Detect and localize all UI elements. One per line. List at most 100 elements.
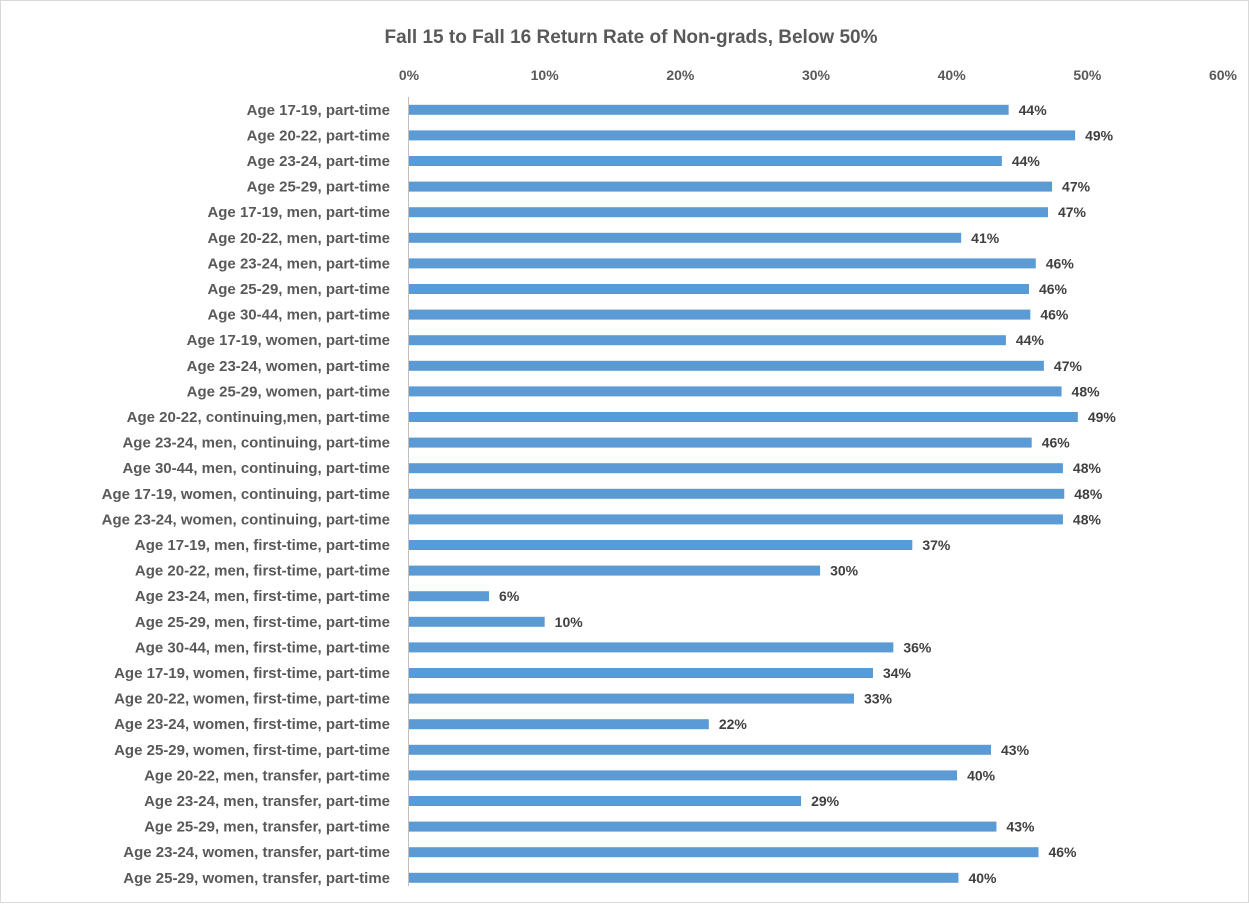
bar	[409, 335, 1006, 346]
bar	[409, 309, 1031, 320]
bar	[409, 156, 1002, 166]
data-labels: 44% 49% 44% 47% 47% 41% 46% 46% 46% 44% 47% 48% 49% 4…	[499, 102, 1116, 886]
bar	[409, 284, 1029, 294]
data-label: 37%	[922, 537, 951, 553]
bar	[409, 130, 1076, 141]
data-label: 49%	[1088, 409, 1117, 425]
data-label: 46%	[1040, 307, 1069, 323]
category-label: Age 23-24, women, first-time, part-time	[114, 716, 390, 733]
chart-title: Fall 15 to Fall 16 Return Rate of Non-gr…	[384, 27, 877, 48]
bars	[409, 104, 1078, 883]
data-label: 48%	[1072, 383, 1101, 399]
category-label: Age 17-19, women, first-time, part-time	[114, 665, 390, 682]
x-tick-label: 60%	[1209, 67, 1238, 83]
category-label: Age 30-44, men, part-time	[207, 307, 390, 324]
data-label: 47%	[1062, 179, 1091, 195]
category-label: Age 20-22, part-time	[247, 127, 390, 144]
category-label: Age 30-44, men, continuing, part-time	[122, 460, 390, 477]
data-label: 48%	[1073, 460, 1102, 476]
bar	[409, 744, 992, 755]
bar	[409, 258, 1036, 269]
data-label: 10%	[555, 614, 584, 630]
category-label: Age 25-29, women, transfer, part-time	[123, 870, 390, 887]
data-label: 43%	[1001, 742, 1030, 758]
x-tick-label: 0%	[399, 67, 420, 83]
category-label: Age 23-24, men, continuing, part-time	[122, 435, 390, 452]
category-label: Age 17-19, part-time	[247, 102, 390, 119]
category-label: Age 25-29, part-time	[247, 179, 390, 196]
bar	[409, 565, 821, 576]
data-label: 49%	[1085, 127, 1114, 143]
bar	[409, 642, 894, 653]
bar	[409, 360, 1044, 371]
data-label: 47%	[1054, 358, 1083, 374]
x-tick-label: 50%	[1073, 67, 1102, 83]
x-axis-ticks: 0% 10% 20% 30% 40% 50% 60%	[399, 67, 1238, 83]
category-label: Age 25-29, women, first-time, part-time	[114, 742, 390, 759]
data-label: 40%	[968, 870, 997, 886]
category-label: Age 20-22, men, part-time	[207, 230, 390, 247]
data-label: 36%	[903, 639, 932, 655]
category-label: Age 23-24, men, transfer, part-time	[144, 793, 390, 810]
category-label: Age 20-22, continuing,men, part-time	[127, 409, 390, 426]
category-label: Age 20-22, men, transfer, part-time	[144, 767, 390, 784]
x-tick-label: 20%	[666, 67, 695, 83]
x-tick-label: 40%	[938, 67, 967, 83]
category-label: Age 25-29, men, first-time, part-time	[135, 614, 390, 631]
bar	[409, 437, 1032, 448]
bar	[409, 872, 959, 883]
category-label: Age 23-24, women, continuing, part-time	[102, 511, 390, 528]
data-label: 41%	[971, 230, 1000, 246]
data-label: 33%	[864, 691, 893, 707]
data-label: 43%	[1006, 819, 1035, 835]
x-tick-label: 30%	[802, 67, 831, 83]
category-label: Age 30-44, men, first-time, part-time	[135, 639, 390, 656]
category-label: Age 17-19, men, first-time, part-time	[135, 537, 390, 554]
data-label: 44%	[1016, 332, 1045, 348]
data-label: 22%	[719, 716, 748, 732]
bar	[409, 616, 545, 627]
data-label: 29%	[811, 793, 840, 809]
bar	[409, 540, 913, 550]
category-label: Age 25-29, women, part-time	[187, 383, 390, 400]
bar	[409, 207, 1048, 218]
category-label: Age 17-19, women, continuing, part-time	[102, 486, 390, 503]
category-label: Age 23-24, part-time	[247, 153, 390, 170]
bar	[409, 412, 1078, 422]
data-label: 6%	[499, 588, 520, 604]
bar	[409, 668, 873, 678]
category-label: Age 20-22, women, first-time, part-time	[114, 691, 390, 708]
category-label: Age 17-19, men, part-time	[207, 204, 390, 221]
bar	[409, 488, 1065, 499]
data-label: 48%	[1073, 511, 1102, 527]
bar	[409, 796, 802, 806]
bar	[409, 514, 1063, 525]
category-label: Age 25-29, men, part-time	[207, 281, 390, 298]
data-label: 40%	[967, 767, 996, 783]
bar	[409, 770, 958, 781]
bar	[409, 847, 1039, 858]
bar	[409, 693, 854, 704]
category-label: Age 25-29, men, transfer, part-time	[144, 819, 390, 836]
bar	[409, 719, 709, 730]
bar	[409, 181, 1053, 192]
category-label: Age 23-24, men, first-time, part-time	[135, 588, 390, 605]
category-label: Age 23-24, women, transfer, part-time	[123, 844, 390, 861]
bar	[409, 232, 962, 243]
x-tick-label: 10%	[531, 67, 560, 83]
bar	[409, 591, 490, 602]
category-label: Age 23-24, women, part-time	[187, 358, 390, 375]
data-label: 47%	[1058, 204, 1087, 220]
bar	[409, 463, 1063, 474]
category-label: Age 17-19, women, part-time	[187, 332, 390, 349]
category-labels: Age 17-19, part-time Age 20-22, part-time…	[102, 102, 390, 887]
data-label: 46%	[1039, 281, 1068, 297]
bar	[409, 104, 1009, 115]
data-label: 34%	[883, 665, 912, 681]
data-label: 46%	[1048, 844, 1077, 860]
data-label: 30%	[830, 563, 859, 579]
bar	[409, 386, 1062, 397]
data-label: 48%	[1074, 486, 1103, 502]
